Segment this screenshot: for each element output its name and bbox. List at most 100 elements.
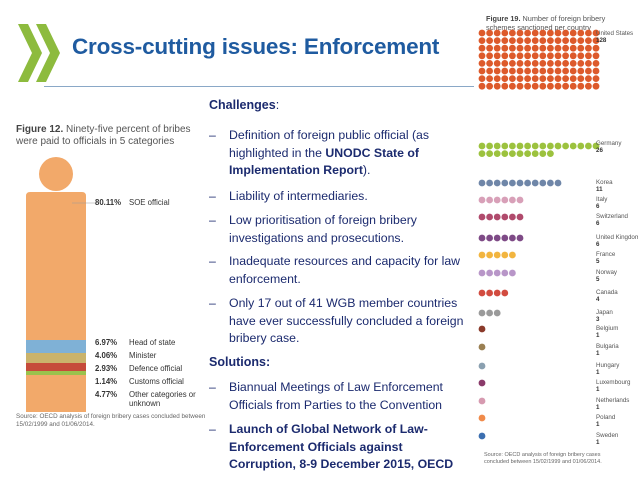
country-count: 1	[596, 332, 600, 339]
solutions-heading: Solutions:	[209, 355, 271, 369]
country-count: 1	[596, 439, 600, 446]
country-dot	[562, 60, 569, 67]
country-dot	[592, 52, 600, 60]
country-dot	[478, 37, 486, 44]
country-dot	[509, 75, 516, 82]
country-dot	[531, 179, 539, 187]
country-dot	[486, 234, 493, 242]
country-dot	[516, 150, 524, 158]
country-dot	[486, 289, 493, 297]
country-dot	[585, 75, 592, 82]
country-dot	[478, 82, 486, 90]
country-name: Poland	[596, 414, 616, 421]
country-dot	[547, 44, 554, 52]
country-dot	[585, 29, 592, 37]
challenge-text: Inadequate resources and capacity for la…	[229, 254, 461, 286]
country-dot	[486, 150, 493, 158]
country-dot	[562, 82, 569, 90]
category-name: Customs official	[129, 377, 184, 386]
person-band	[26, 340, 86, 353]
country-dot	[531, 37, 539, 44]
country-dot	[509, 67, 516, 75]
country-name: France	[596, 251, 616, 258]
country-dot	[516, 234, 524, 242]
country-count: 1	[596, 369, 600, 376]
country-dot	[577, 67, 585, 75]
category-percent: 80.11%	[95, 198, 122, 207]
country-count: 1	[596, 350, 600, 357]
country-dot	[569, 67, 577, 75]
country-dot	[554, 75, 562, 82]
country-dot	[569, 142, 577, 150]
country-dot	[569, 75, 577, 82]
country-dot	[539, 75, 547, 82]
category-name: Defence official	[129, 364, 183, 373]
country-dot	[493, 234, 501, 242]
country-dot	[493, 67, 501, 75]
country-dot	[516, 196, 524, 204]
country-dot	[478, 289, 486, 297]
category-label: 2.93% Defence official	[95, 364, 205, 373]
country-dot	[516, 37, 524, 44]
country-dot	[547, 52, 554, 60]
country-name: Belgium	[596, 325, 619, 332]
country-dot	[562, 37, 569, 44]
country-dot	[478, 142, 486, 150]
country-dot	[585, 52, 592, 60]
country-dot	[531, 52, 539, 60]
country-dot	[547, 60, 554, 67]
country-name: Switzerland	[596, 213, 628, 220]
challenge-text: Low prioritisation of foreign bribery in…	[229, 213, 417, 245]
country-dot	[509, 60, 516, 67]
challenge-text: Liability of intermediaries.	[229, 189, 368, 203]
country-dot	[554, 179, 562, 187]
challenge-item-3: – Low prioritisation of foreign bribery …	[209, 212, 471, 247]
country-dot	[493, 251, 501, 259]
category-percent: 1.14%	[95, 377, 118, 386]
country-dot	[478, 52, 486, 60]
country-dot	[539, 82, 547, 90]
category-name: Other categories or unknown	[129, 390, 196, 408]
country-dot	[486, 82, 493, 90]
country-dot	[509, 142, 516, 150]
country-dot	[539, 142, 547, 150]
country-dot	[554, 29, 562, 37]
category-label: 1.14% Customs official	[95, 377, 205, 386]
solution-bold-text: Launch of Global Network of Law-Enforcem…	[229, 422, 454, 471]
country-dot	[501, 269, 509, 277]
country-dot	[547, 37, 554, 44]
country-dot	[569, 60, 577, 67]
country-dot	[509, 37, 516, 44]
country-dot	[486, 60, 493, 67]
figure19-source: Source: OECD analysis of foreign bribery…	[484, 452, 602, 465]
country-dot	[486, 44, 493, 52]
country-dot	[592, 75, 600, 82]
category-percent: 2.93%	[95, 364, 118, 373]
country-label: Poland 1	[596, 414, 615, 428]
country-dot	[562, 142, 569, 150]
country-count: 5	[596, 276, 600, 283]
country-dot	[509, 179, 516, 187]
country-label: Sweden 1	[596, 432, 618, 446]
challenge-item-2: – Liability of intermediaries.	[209, 188, 471, 206]
country-dot	[524, 75, 531, 82]
country-dot	[592, 44, 600, 52]
country-label: Canada 4	[596, 289, 618, 303]
country-count: 1	[596, 386, 600, 393]
country-label: Hungary 1	[596, 362, 619, 376]
country-label: Bulgaria 1	[596, 343, 619, 357]
country-dot	[478, 29, 486, 37]
country-name: Germany	[596, 140, 622, 147]
country-dot	[501, 142, 509, 150]
country-dot	[577, 75, 585, 82]
country-dot	[524, 150, 531, 158]
country-dot	[592, 142, 600, 150]
country-count: 11	[596, 186, 603, 193]
chevron-right-shape	[36, 24, 60, 82]
category-label: 80.11% SOE official	[95, 198, 205, 207]
country-name: Japan	[596, 309, 613, 316]
country-dot	[562, 44, 569, 52]
bullet-dash: –	[209, 296, 216, 310]
figure12-source: Source: OECD analysis of foreign bribery…	[16, 413, 206, 428]
country-count: 1	[596, 421, 600, 428]
